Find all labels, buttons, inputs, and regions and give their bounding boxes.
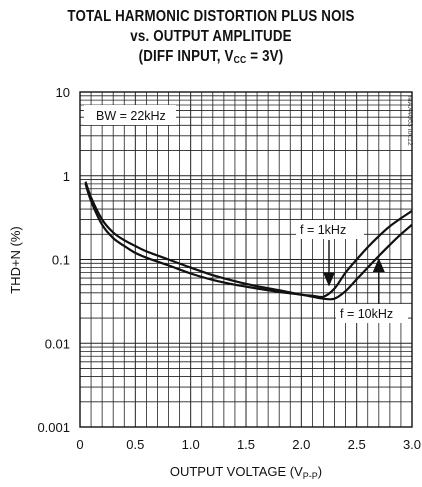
y-tick-label: 0.1 xyxy=(52,253,70,268)
data-curves xyxy=(84,181,413,301)
label-1khz-bg xyxy=(296,220,364,239)
watermark-label: MAX4063 toc12 xyxy=(406,96,413,146)
y-tick-label: 0.01 xyxy=(45,336,70,351)
tick-labels: 0 0.5 1.0 1.5 2.0 2.5 3.0 10 1 0.1 0.01 0.001 xyxy=(37,85,421,452)
y-axis-label: THD+N (%) xyxy=(8,226,23,294)
arrow-10khz-head xyxy=(372,258,385,273)
label-1khz: f = 1kHz xyxy=(300,223,346,237)
grid-lines xyxy=(80,92,412,427)
x-axis-label: OUTPUT VOLTAGE (VP-P) xyxy=(170,464,322,481)
x-tick-label: 2.0 xyxy=(292,437,310,452)
x-tick-label: 1.5 xyxy=(237,437,255,452)
x-axis-label-main: OUTPUT VOLTAGE (V xyxy=(170,464,303,479)
bw-label: BW = 22kHz xyxy=(96,109,166,123)
arrow-1khz-head xyxy=(323,272,335,287)
x-tick-label: 0.5 xyxy=(126,437,144,452)
x-tick-label: 2.5 xyxy=(348,437,366,452)
title-line-3-suffix: = 3V) xyxy=(246,48,284,65)
plot-frame xyxy=(79,91,413,428)
bw-label-bg xyxy=(84,105,176,125)
title-line-3-sub: CC xyxy=(233,55,247,66)
x-tick-label: 0 xyxy=(76,437,83,452)
x-tick-label: 3.0 xyxy=(403,437,421,452)
x-axis-label-sub: P-P xyxy=(303,471,318,481)
annotations: BW = 22kHz f = 1kHz f = 10kHz MAX4063 toc12 xyxy=(84,96,413,323)
series-line-10khz xyxy=(84,183,413,301)
y-tick-label: 0.001 xyxy=(37,420,70,435)
label-10khz-bg xyxy=(336,304,408,323)
y-tick-label: 1 xyxy=(63,169,70,184)
title-line-3-prefix: (DIFF INPUT, V xyxy=(138,48,234,65)
x-axis-label-end: ) xyxy=(318,464,322,479)
series-line-1khz xyxy=(84,181,413,299)
x-tick-label: 1.0 xyxy=(182,437,200,452)
label-10khz: f = 10kHz xyxy=(340,307,393,321)
chart-title-line-3: (DIFF INPUT, VCC = 3V) xyxy=(30,48,393,66)
chart-title-line-2: vs. OUTPUT AMPLITUDE xyxy=(130,28,292,45)
y-tick-label: 10 xyxy=(56,85,70,100)
chart-title-line-1: TOTAL HARMONIC DISTORTION PLUS NOIS xyxy=(67,8,355,25)
